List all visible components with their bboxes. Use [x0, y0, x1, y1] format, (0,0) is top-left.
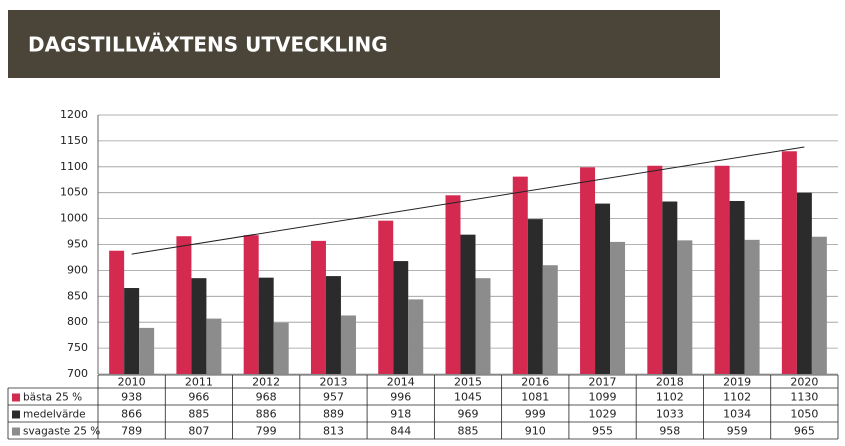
table-value: 886	[256, 408, 277, 421]
legend-swatch	[12, 393, 20, 402]
x-tick-label: 2010	[118, 376, 146, 389]
table-value: 1050	[790, 408, 818, 421]
trendline	[131, 146, 805, 255]
bar	[258, 277, 274, 374]
y-tick-label: 950	[67, 238, 88, 251]
table-value: 1081	[521, 391, 549, 404]
x-tick-label: 2019	[723, 376, 751, 389]
bar	[796, 192, 812, 374]
title-band	[8, 10, 720, 78]
x-tick-label: 2012	[252, 376, 280, 389]
bar	[243, 235, 259, 374]
bar	[460, 234, 476, 374]
bar	[580, 167, 596, 374]
y-tick-label: 900	[67, 263, 88, 276]
table-value: 844	[390, 425, 411, 438]
x-tick-label: 2017	[589, 376, 617, 389]
bar	[408, 299, 424, 374]
bar	[610, 241, 626, 374]
y-tick-label: 1150	[60, 134, 88, 147]
bar	[744, 239, 760, 374]
bar	[325, 276, 341, 374]
table-value: 1102	[723, 391, 751, 404]
table-value: 996	[390, 391, 411, 404]
bar	[542, 265, 558, 374]
table-value: 955	[592, 425, 613, 438]
table-value: 918	[390, 408, 411, 421]
legend-label: bästa 25 %	[23, 392, 82, 404]
table-value: 958	[659, 425, 680, 438]
table-value: 966	[188, 391, 209, 404]
table-value: 813	[323, 425, 344, 438]
bar	[139, 327, 155, 374]
bar	[273, 322, 289, 374]
table-value: 965	[794, 425, 815, 438]
bar	[527, 219, 543, 374]
bar	[176, 236, 192, 374]
y-tick-label: 800	[67, 315, 88, 328]
y-tick-label: 750	[67, 341, 88, 354]
bar	[512, 176, 528, 374]
x-tick-label: 2016	[521, 376, 549, 389]
table-value: 1099	[589, 391, 617, 404]
x-tick-label: 2014	[387, 376, 415, 389]
legend-label: medelvärde	[23, 409, 86, 421]
x-tick-label: 2015	[454, 376, 482, 389]
bar	[729, 200, 745, 374]
bar	[206, 318, 222, 374]
y-tick-label: 700	[67, 367, 88, 380]
bar	[191, 278, 207, 374]
table-value: 959	[727, 425, 748, 438]
table-value: 910	[525, 425, 546, 438]
legend-swatch	[12, 410, 20, 419]
table-value: 789	[121, 425, 142, 438]
table-value: 999	[525, 408, 546, 421]
table-value: 1029	[589, 408, 617, 421]
table-value: 969	[458, 408, 479, 421]
y-tick-label: 1000	[60, 212, 88, 225]
bar	[393, 261, 409, 374]
bar	[595, 203, 611, 374]
y-tick-label: 850	[67, 289, 88, 302]
table-value: 1130	[790, 391, 818, 404]
table-value: 938	[121, 391, 142, 404]
bar	[378, 220, 394, 374]
table-value: 1034	[723, 408, 751, 421]
table-value: 807	[188, 425, 209, 438]
chart-title: DAGSTILLVÄXTENS UTVECKLING	[28, 33, 388, 57]
bar	[714, 165, 730, 374]
table-value: 889	[323, 408, 344, 421]
bar	[677, 240, 693, 374]
x-tick-label: 2018	[656, 376, 684, 389]
table-value: 1045	[454, 391, 482, 404]
legend-label: svagaste 25 %	[23, 426, 100, 438]
table-value: 1102	[656, 391, 684, 404]
table-value: 957	[323, 391, 344, 404]
bar	[310, 240, 326, 374]
bar	[647, 165, 663, 374]
bar	[124, 288, 140, 374]
y-tick-label: 1050	[60, 186, 88, 199]
x-tick-label: 2020	[790, 376, 818, 389]
bar	[109, 250, 125, 374]
bar	[475, 278, 491, 374]
y-tick-label: 1200	[60, 108, 88, 121]
legend-swatch	[12, 427, 20, 436]
table-value: 1033	[656, 408, 684, 421]
bar	[340, 315, 356, 374]
x-tick-label: 2013	[319, 376, 347, 389]
table-value: 799	[256, 425, 277, 438]
table-value: 885	[458, 425, 479, 438]
table-value: 885	[188, 408, 209, 421]
bar	[781, 151, 797, 374]
bar	[662, 201, 678, 374]
y-tick-label: 1100	[60, 160, 88, 173]
table-value: 866	[121, 408, 142, 421]
bar	[811, 236, 827, 374]
x-tick-label: 2011	[185, 376, 213, 389]
bar	[445, 195, 461, 374]
table-value: 968	[256, 391, 277, 404]
